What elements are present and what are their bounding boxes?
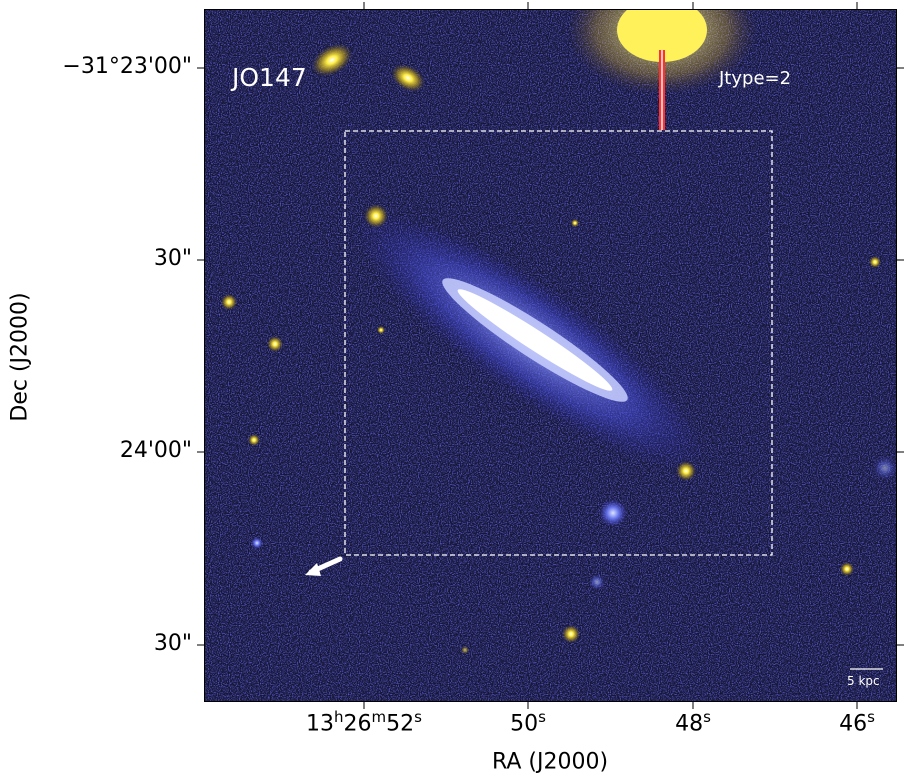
y-tick-label: 30": [153, 246, 192, 271]
target-galaxy-core: [457, 289, 613, 391]
star: [221, 294, 237, 310]
blue-compact-source: [251, 537, 263, 549]
star: [571, 219, 579, 227]
star: [562, 625, 580, 643]
y-axis-title: Dec (J2000): [7, 292, 33, 422]
bright-star: [617, 10, 707, 62]
motion-arrow-head: [305, 563, 321, 576]
y-tick-label: 24'00": [119, 438, 192, 463]
star: [377, 326, 385, 334]
blue-compact-source: [599, 499, 627, 527]
star: [248, 434, 260, 446]
star: [364, 204, 388, 228]
x-tick-label: 50s: [510, 708, 546, 737]
scale-bar-label: 5 kpc: [847, 674, 880, 688]
x-tick-label: 48s: [675, 708, 711, 737]
y-tick-label: −31°23'00": [62, 54, 192, 79]
sky-image-panel: JO147 Jtype=2 5 kpc: [204, 9, 897, 702]
star: [676, 461, 696, 481]
zoom-region-box: [344, 130, 773, 556]
star: [869, 256, 881, 268]
galaxy-top-left-2: [391, 64, 425, 92]
x-tick-label: 13h26m52s: [306, 708, 422, 737]
y-tick-label: 30": [153, 631, 192, 656]
sky-image: [205, 10, 896, 701]
faint-source: [589, 574, 605, 590]
galaxy-top-left-1: [311, 43, 353, 77]
faint-source: [461, 646, 469, 654]
galaxy-name-label: JO147: [232, 63, 307, 92]
x-axis-title: RA (J2000): [491, 749, 609, 775]
jtype-label: Jtype=2: [719, 68, 792, 89]
x-tick-label: 46s: [839, 708, 875, 737]
saturation-streak-core: [661, 50, 663, 130]
star: [267, 336, 283, 352]
faint-source: [873, 456, 896, 480]
star: [840, 562, 854, 576]
